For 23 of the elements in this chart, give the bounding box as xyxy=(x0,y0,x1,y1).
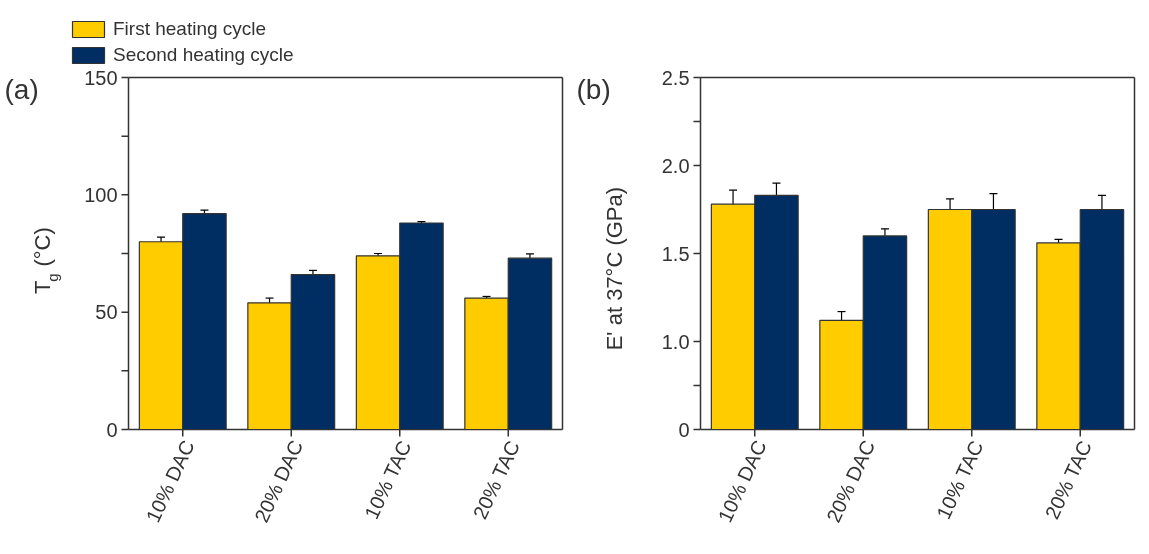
text: 2.0 xyxy=(661,154,690,177)
chart-title: (a) xyxy=(4,74,39,105)
y-tick-label: 2.5 xyxy=(661,66,690,89)
chart-title: (b) xyxy=(576,74,611,105)
x-tick-label: 10% TAC xyxy=(360,437,416,523)
x-tick-label: 20% DAC xyxy=(250,436,308,526)
legend-label: First heating cycle xyxy=(113,18,267,40)
y-tick-label: 100 xyxy=(84,183,118,206)
x-tick-label: 20% TAC xyxy=(1040,437,1097,523)
y-tick-label: 0 xyxy=(678,418,690,441)
x-tick-label: 20% TAC xyxy=(468,437,525,523)
x-tick-label: 10% DAC xyxy=(141,436,199,526)
x-tick-label: 10% DAC xyxy=(713,436,771,526)
text: 1.0 xyxy=(661,330,690,353)
y-axis-title: E' at 37°C (GPa) xyxy=(601,186,627,351)
y-tick-label: 1.5 xyxy=(661,242,690,265)
x-tick-label: 10% TAC xyxy=(932,437,988,523)
legend-label: Second heating cycle xyxy=(113,44,294,66)
y-axis-title: Tg (°C) xyxy=(29,227,61,294)
y-tick-label: 50 xyxy=(95,301,118,324)
y-tick-label: 0 xyxy=(106,418,118,441)
x-tick-label: 20% DAC xyxy=(822,436,880,526)
y-tick-label: 150 xyxy=(84,66,118,89)
